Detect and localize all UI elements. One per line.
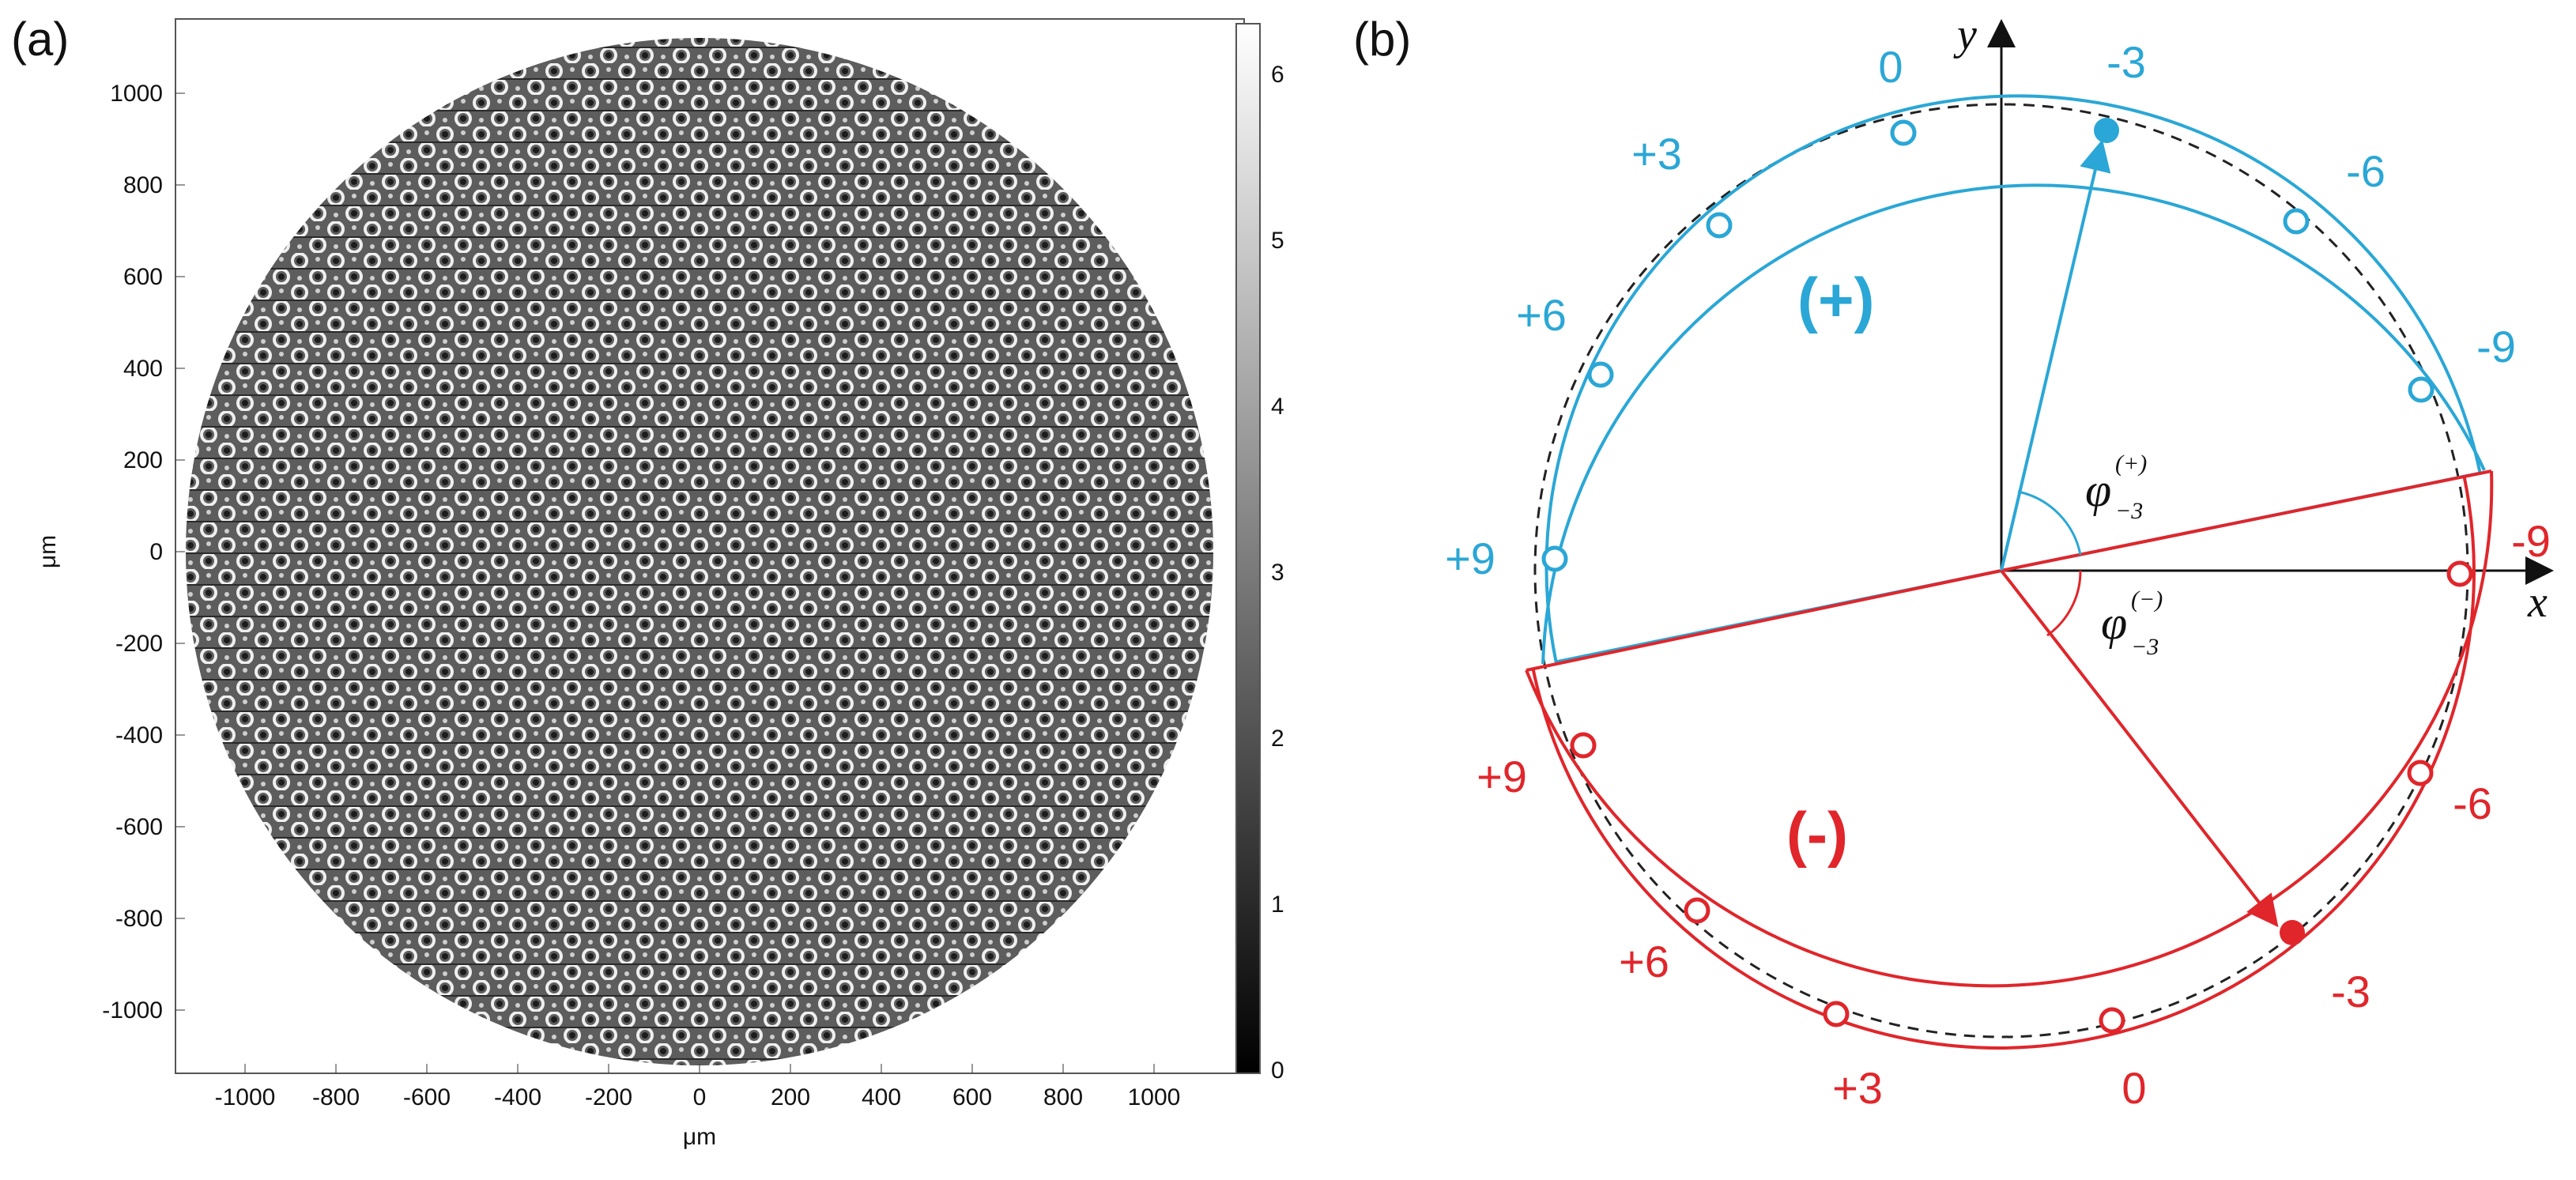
order-label: +3 bbox=[1631, 129, 1682, 179]
order-point bbox=[2446, 560, 2473, 587]
y-tick-label: 200 bbox=[123, 447, 163, 473]
x-axis-label: x bbox=[2527, 578, 2548, 627]
y-tick-label: -400 bbox=[115, 722, 163, 748]
order-point bbox=[1570, 732, 1597, 759]
y-axis-label: y bbox=[1953, 10, 1977, 59]
phi-plus-vector bbox=[2000, 139, 2111, 571]
x-tick-label: 200 bbox=[771, 1084, 810, 1110]
order-label: +9 bbox=[1477, 752, 1527, 801]
colorbar-tick-label: 4 bbox=[1271, 394, 1284, 420]
y-ticks bbox=[175, 92, 185, 1011]
x-tick-label: 600 bbox=[952, 1084, 992, 1110]
phi-symbol: φ bbox=[2101, 597, 2127, 649]
order-label: +3 bbox=[1832, 1063, 1883, 1113]
colorbar-tick-label: 6 bbox=[1271, 62, 1284, 88]
phase-pattern-disk bbox=[186, 38, 1213, 1065]
order-label: +6 bbox=[1619, 937, 1669, 986]
y-tick-label: 800 bbox=[123, 172, 163, 198]
order-label: 0 bbox=[1878, 42, 1903, 92]
phase-map-plot: -1000 -800 -600 -400 -200 0 200 400 600 … bbox=[35, 18, 1245, 1150]
x-tick-label: 1000 bbox=[1128, 1084, 1181, 1110]
y-tick-labels: 1000 800 600 400 200 0 -200 -400 -600 -8… bbox=[102, 81, 163, 1024]
y-tick-label: 1000 bbox=[110, 81, 163, 107]
order-point bbox=[1890, 119, 1917, 146]
order-point-selected bbox=[2094, 118, 2119, 143]
order-label: -9 bbox=[2511, 516, 2551, 566]
upper-order-labels: 0 -3 +3 -6 +6 -9 +9 bbox=[1445, 37, 2516, 583]
upper-region-outer-band bbox=[1541, 183, 2486, 665]
y-axis-unit: μm bbox=[35, 535, 61, 568]
order-point bbox=[1706, 212, 1733, 239]
phi-plus-label: φ (+) −3 bbox=[2085, 451, 2147, 524]
order-point bbox=[2283, 208, 2310, 235]
order-label: -6 bbox=[2453, 778, 2492, 828]
phi-minus-label: φ (−) −3 bbox=[2101, 586, 2163, 660]
phi-subscript: −3 bbox=[2131, 634, 2159, 660]
order-point bbox=[1684, 897, 1710, 924]
order-label: -6 bbox=[2346, 146, 2386, 196]
diffraction-order-diagram: x y bbox=[1445, 10, 2554, 1113]
y-tick-label: -200 bbox=[115, 631, 163, 657]
lower-order-points bbox=[1570, 560, 2473, 1034]
phi-subscript: −3 bbox=[2115, 498, 2143, 524]
upper-order-points bbox=[1541, 118, 2435, 572]
order-label: +9 bbox=[1445, 533, 1495, 583]
lower-region-divider-left bbox=[1526, 569, 2002, 672]
x-tick-label: 0 bbox=[693, 1084, 707, 1110]
colorbar-tick-label: 3 bbox=[1271, 560, 1284, 586]
colorbar-gradient bbox=[1235, 23, 1261, 1074]
y-tick-label: 600 bbox=[123, 264, 163, 290]
panel-b-label: (b) bbox=[1353, 13, 1411, 66]
colorbar-tick-label: 2 bbox=[1271, 726, 1284, 752]
panel-a-label: (a) bbox=[11, 13, 69, 66]
upper-region-outline bbox=[1544, 94, 2482, 664]
x-tick-label: 400 bbox=[862, 1084, 901, 1110]
phi-superscript: (+) bbox=[2115, 451, 2147, 477]
y-tick-label: 400 bbox=[123, 356, 163, 382]
x-axis-unit: μm bbox=[683, 1124, 716, 1150]
order-point bbox=[2407, 760, 2434, 786]
colorbar-tick-label: 1 bbox=[1271, 892, 1284, 918]
lower-region-sign: (-) bbox=[1786, 799, 1848, 869]
x-tick-label: -200 bbox=[585, 1084, 632, 1110]
phi-symbol: φ bbox=[2085, 464, 2111, 516]
order-point bbox=[2099, 1007, 2125, 1034]
x-tick-label: -400 bbox=[494, 1084, 541, 1110]
y-tick-label: -600 bbox=[115, 814, 163, 840]
x-tick-label: -600 bbox=[403, 1084, 451, 1110]
order-point bbox=[1587, 361, 1614, 388]
phi-superscript: (−) bbox=[2131, 586, 2163, 613]
order-point bbox=[1823, 1001, 1850, 1027]
phi-minus-arc bbox=[2046, 570, 2082, 637]
upper-region-sign: (+) bbox=[1797, 265, 1875, 334]
x-tick-label: 800 bbox=[1043, 1084, 1083, 1110]
order-label: -3 bbox=[2331, 967, 2370, 1016]
order-label: -3 bbox=[2106, 37, 2146, 87]
order-label: 0 bbox=[2122, 1063, 2146, 1113]
order-point bbox=[2408, 376, 2435, 403]
x-ticks bbox=[244, 1064, 1155, 1073]
lower-region-outer-band bbox=[1525, 470, 2494, 988]
order-point-selected bbox=[2280, 920, 2305, 945]
x-tick-label: -1000 bbox=[215, 1084, 276, 1110]
lower-region-outline bbox=[1531, 477, 2476, 1050]
y-tick-label: -800 bbox=[115, 906, 163, 932]
phi-plus-arc bbox=[2017, 490, 2082, 556]
phi-minus-vector bbox=[2000, 569, 2279, 928]
colorbar: 6 5 4 3 2 1 0 bbox=[1235, 23, 1284, 1084]
order-label: -9 bbox=[2476, 322, 2516, 371]
colorbar-tick-label: 5 bbox=[1271, 228, 1284, 254]
x-tick-label: -800 bbox=[312, 1084, 360, 1110]
order-label: +6 bbox=[1516, 290, 1567, 340]
lower-order-labels: -9 +9 -6 +6 -3 +3 0 bbox=[1477, 516, 2551, 1113]
order-point bbox=[1541, 545, 1568, 572]
y-tick-label: 0 bbox=[149, 539, 163, 565]
lower-region-divider bbox=[2001, 469, 2492, 572]
x-tick-labels: -1000 -800 -600 -400 -200 0 200 400 600 … bbox=[215, 1084, 1181, 1110]
colorbar-tick-label: 0 bbox=[1271, 1057, 1284, 1084]
y-tick-label: -1000 bbox=[102, 997, 163, 1024]
